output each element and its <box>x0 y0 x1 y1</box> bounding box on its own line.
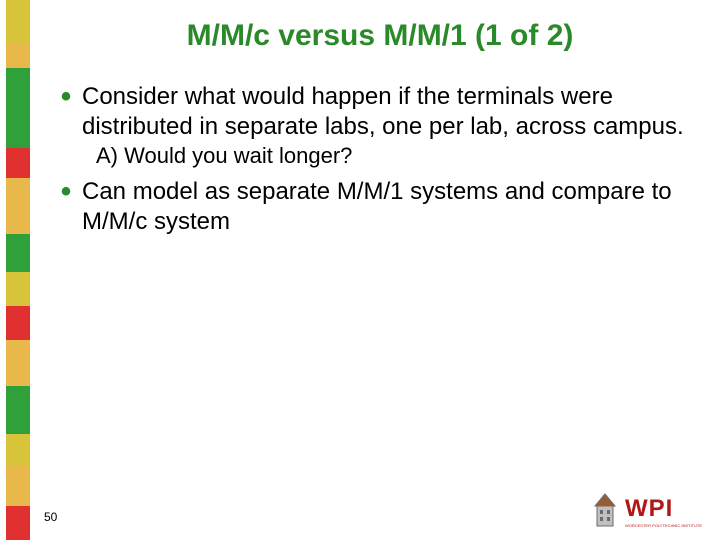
slide-content: M/M/c versus M/M/1 (1 of 2) •Consider wh… <box>50 0 710 540</box>
logo-subtitle: WORCESTER POLYTECHNIC INSTITUTE <box>625 523 702 528</box>
slide-title: M/M/c versus M/M/1 (1 of 2) <box>50 18 710 54</box>
bullet-text: Can model as separate M/M/1 systems and … <box>82 177 690 237</box>
bullet-text: Consider what would happen if the termin… <box>82 82 690 142</box>
wpi-logo: WPI WORCESTER POLYTECHNIC INSTITUTE <box>591 492 702 528</box>
sidebar-segment <box>6 506 30 540</box>
sidebar-color-strip <box>0 0 36 540</box>
sidebar-segment <box>6 234 30 272</box>
sidebar-segment <box>6 466 30 506</box>
sidebar-segment <box>6 386 30 434</box>
bullet-dot-icon: • <box>50 82 82 112</box>
sidebar-segment <box>6 306 30 340</box>
sidebar-segment <box>6 44 30 68</box>
list-item: •Can model as separate M/M/1 systems and… <box>50 177 690 237</box>
sidebar-segment <box>6 434 30 466</box>
logo-text-block: WPI WORCESTER POLYTECHNIC INSTITUTE <box>625 495 702 528</box>
logo-text: WPI <box>625 495 702 523</box>
bullet-dot-icon: • <box>50 177 82 207</box>
list-item: •Consider what would happen if the termi… <box>50 82 690 142</box>
page-number: 50 <box>44 510 57 524</box>
sidebar-segment <box>6 68 30 148</box>
bullet-subtext: A) Would you wait longer? <box>96 142 690 171</box>
sidebar-segment <box>6 340 30 386</box>
sidebar-segment <box>6 148 30 178</box>
sidebar-segment <box>6 272 30 306</box>
bullet-list: •Consider what would happen if the termi… <box>50 82 710 237</box>
sidebar-segment <box>6 178 30 234</box>
building-icon <box>591 492 619 528</box>
sidebar-segment <box>6 0 30 44</box>
